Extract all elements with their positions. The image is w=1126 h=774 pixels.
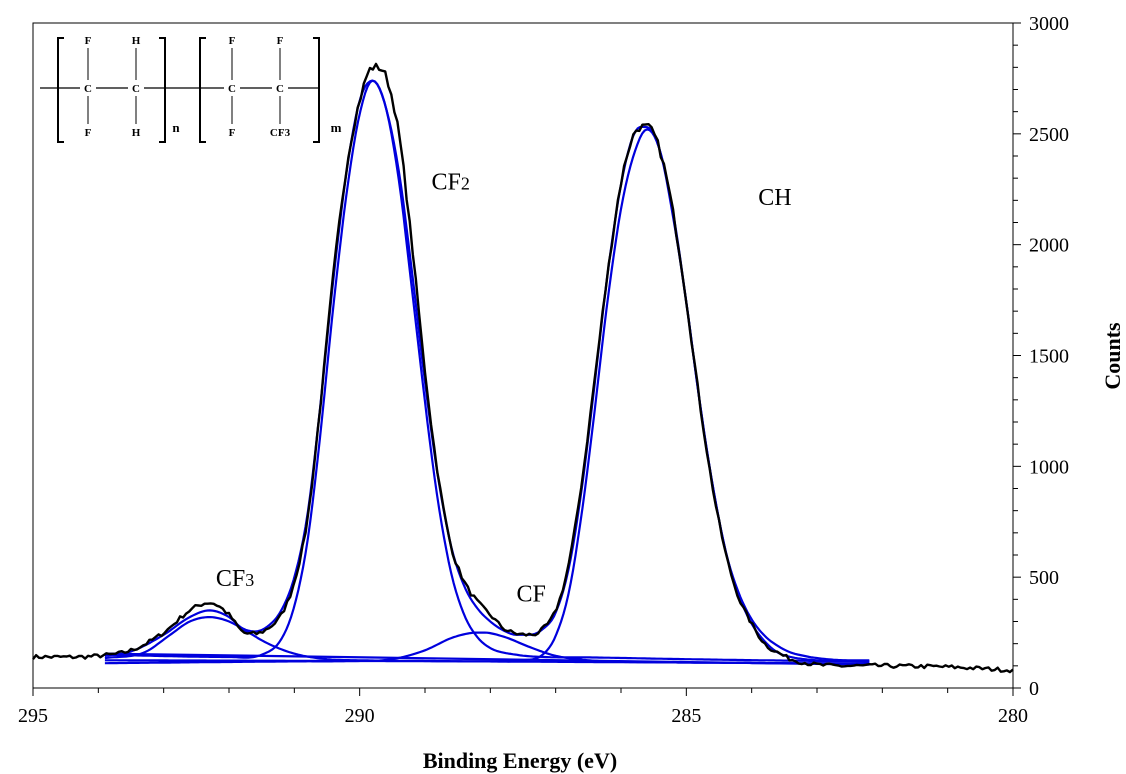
- y-tick-label: 2000: [1029, 235, 1069, 257]
- baseline-line: [104, 652, 870, 666]
- atom-label: F: [277, 35, 284, 47]
- repeat-subscript-n: n: [172, 120, 180, 135]
- x-tick-label: 285: [671, 705, 701, 727]
- atom-label: H: [132, 127, 141, 139]
- atom-label: H: [132, 35, 141, 47]
- atom-label: C: [276, 83, 284, 95]
- y-tick-label: 1000: [1029, 456, 1069, 478]
- peak-label-subscript: 3: [245, 570, 254, 590]
- y-tick-label: 2500: [1029, 124, 1069, 146]
- atom-label: C: [228, 83, 236, 95]
- atom-label: F: [229, 35, 236, 47]
- atom-label: F: [85, 35, 92, 47]
- y-axis-title: Counts: [1100, 322, 1125, 390]
- chemical-structure-inset: F H C C F H n F F C C F CF3 m: [40, 35, 342, 143]
- atom-bg: [224, 80, 240, 96]
- series-group: [32, 62, 1014, 674]
- peak-label: CF: [516, 582, 545, 608]
- x-tick-label: 290: [345, 705, 375, 727]
- atom-bg: [80, 80, 96, 96]
- y-tick-label: 1500: [1029, 346, 1069, 368]
- atom-label: C: [84, 83, 92, 95]
- measured-spectrum-line: [32, 62, 1014, 674]
- peak-label: CH: [758, 185, 791, 211]
- x-tick-label: 295: [18, 705, 48, 727]
- atom-label: C: [132, 83, 140, 95]
- y-tick-label: 3000: [1029, 13, 1069, 35]
- y-tick-label: 0: [1029, 678, 1039, 700]
- peak-label: CF2: [432, 169, 470, 195]
- peak-label-subscript: 2: [461, 173, 470, 193]
- atom-label: F: [85, 127, 92, 139]
- bracket-right-1: [159, 37, 166, 143]
- annotations: CF2 CH CF3 CF: [216, 169, 792, 607]
- bracket-left-2: [199, 37, 206, 143]
- bracket-right-2: [313, 37, 320, 143]
- atom-label: CF3: [270, 127, 291, 139]
- component-line-cf2: [104, 79, 870, 663]
- y-tick-label: 500: [1029, 567, 1059, 589]
- bracket-left-1: [57, 37, 64, 143]
- repeat-subscript-m: m: [331, 120, 342, 135]
- atom-bg: [272, 80, 288, 96]
- atom-bg: [128, 80, 144, 96]
- atom-label: F: [229, 127, 236, 139]
- peak-label: CF3: [216, 566, 254, 592]
- x-axis-title: Binding Energy (eV): [423, 748, 617, 773]
- x-tick-label: 280: [998, 705, 1028, 727]
